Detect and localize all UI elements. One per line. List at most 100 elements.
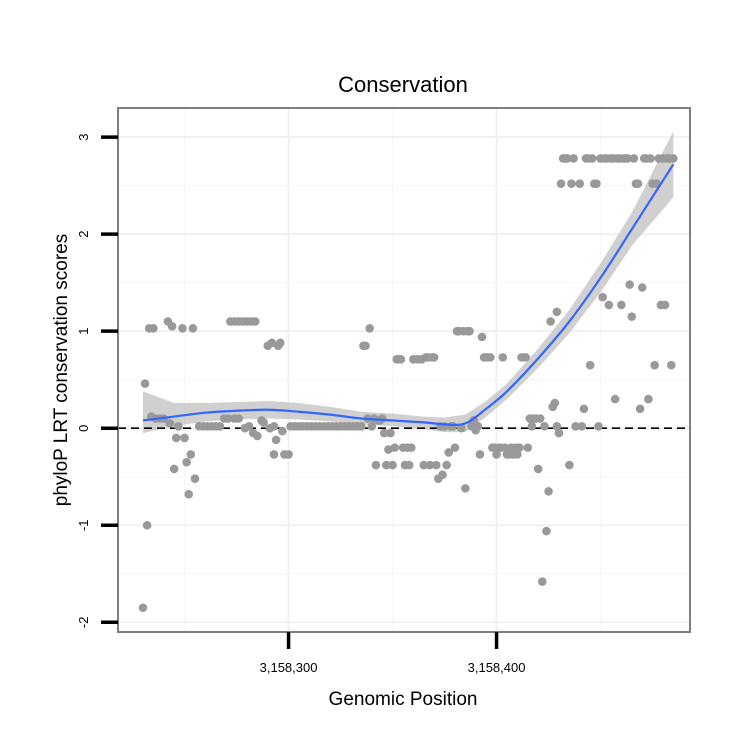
data-point <box>500 443 510 452</box>
data-point <box>174 421 183 431</box>
y-axis-title: phyloP LRT conservation scores <box>51 234 72 507</box>
data-point <box>533 464 543 474</box>
data-point <box>444 448 454 457</box>
data-point <box>556 179 566 188</box>
data-point <box>438 470 447 480</box>
data-point <box>357 421 366 431</box>
data-point <box>540 421 549 431</box>
x-axis-title: Genomic Position <box>329 689 478 710</box>
data-point <box>552 307 562 317</box>
data-point <box>475 450 485 459</box>
axis-ticks <box>101 135 499 649</box>
data-point <box>182 457 191 467</box>
data-point <box>396 355 406 364</box>
data-point <box>461 484 470 493</box>
data-point <box>594 421 603 431</box>
confidence-band <box>142 131 674 434</box>
data-point <box>538 577 547 586</box>
data-point <box>604 300 614 310</box>
data-point <box>554 428 564 438</box>
data-point <box>627 312 637 321</box>
data-point <box>390 443 399 452</box>
data-point <box>365 323 374 333</box>
data-point <box>623 154 632 163</box>
x-tick-label: 3,158,300 <box>260 660 318 675</box>
data-point <box>142 520 152 530</box>
data-point <box>456 423 466 433</box>
data-point <box>138 603 148 613</box>
y-tick-label: 0 <box>76 425 91 432</box>
data-point <box>215 421 225 431</box>
data-point <box>544 486 553 496</box>
data-point <box>165 419 175 428</box>
data-point <box>167 322 177 331</box>
data-point <box>465 326 474 336</box>
data-point <box>259 418 268 427</box>
data-point <box>650 360 659 370</box>
chart-title: Conservation <box>338 72 468 97</box>
y-tick-label: -2 <box>76 617 91 629</box>
grid-lines <box>118 108 690 632</box>
data-point <box>178 323 187 333</box>
data-point <box>473 421 483 431</box>
data-point <box>644 394 653 404</box>
data-point <box>271 435 281 445</box>
data-point <box>550 398 560 408</box>
data-point <box>633 179 643 188</box>
data-point <box>592 179 601 188</box>
data-point <box>669 154 678 163</box>
data-point <box>278 426 287 436</box>
data-point <box>513 450 522 459</box>
data-point <box>637 283 647 292</box>
data-point <box>625 280 634 289</box>
data-point <box>569 154 578 163</box>
plot-panel-border <box>117 107 691 633</box>
data-point <box>404 460 414 470</box>
data-point <box>571 421 580 431</box>
data-point <box>190 474 200 483</box>
data-point <box>646 154 655 163</box>
data-point <box>562 154 572 163</box>
data-point <box>610 394 620 404</box>
y-tick-label: 3 <box>76 133 91 140</box>
data-points <box>138 154 678 613</box>
data-point <box>575 179 585 188</box>
data-point <box>244 421 254 431</box>
data-point <box>587 154 597 163</box>
data-point <box>171 433 181 443</box>
data-point <box>388 460 397 470</box>
y-tick-label: -1 <box>76 519 91 531</box>
data-point <box>598 292 607 302</box>
data-point <box>377 414 387 423</box>
data-point <box>450 443 460 452</box>
data-point <box>371 460 381 470</box>
data-point <box>275 338 285 348</box>
data-point <box>184 489 194 499</box>
confidence-band-group <box>142 131 674 434</box>
data-point <box>477 332 487 342</box>
data-point <box>367 421 377 431</box>
data-point <box>492 450 501 459</box>
data-point <box>180 433 189 443</box>
data-point <box>223 414 233 423</box>
data-point <box>498 353 508 362</box>
data-point <box>527 421 537 431</box>
axis-tick-labels: 3,158,300 3,158,400 -2 -1 0 1 2 3 <box>76 133 525 675</box>
data-point <box>523 443 533 452</box>
data-point <box>250 317 260 326</box>
data-point <box>284 450 293 459</box>
data-point <box>442 460 451 470</box>
data-point <box>660 300 670 310</box>
data-point <box>379 428 389 438</box>
data-point <box>140 379 150 388</box>
data-point <box>535 414 545 423</box>
data-point <box>361 341 370 351</box>
data-point <box>386 428 395 438</box>
data-point <box>431 460 441 470</box>
data-point <box>382 460 391 470</box>
data-point <box>419 460 429 470</box>
data-point <box>186 450 196 459</box>
data-point <box>515 443 524 452</box>
data-point <box>521 353 530 362</box>
